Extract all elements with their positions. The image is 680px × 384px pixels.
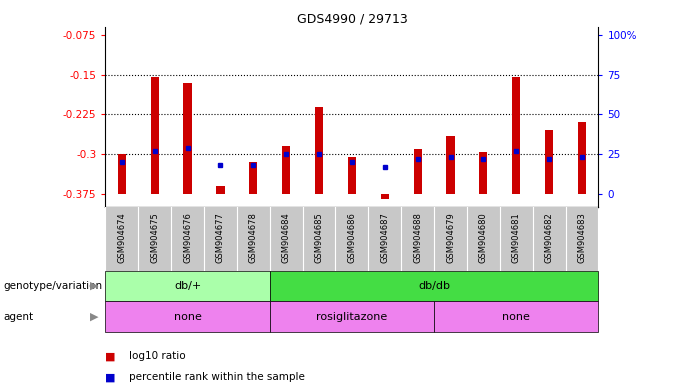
Bar bbox=[512, 77, 520, 194]
Text: none: none bbox=[503, 312, 530, 322]
Bar bbox=[315, 106, 323, 194]
Text: GSM904684: GSM904684 bbox=[282, 212, 290, 263]
Title: GDS4990 / 29713: GDS4990 / 29713 bbox=[296, 13, 407, 26]
Text: genotype/variation: genotype/variation bbox=[3, 281, 103, 291]
Bar bbox=[545, 131, 554, 194]
Text: percentile rank within the sample: percentile rank within the sample bbox=[129, 372, 305, 382]
Bar bbox=[446, 136, 455, 194]
Bar bbox=[381, 194, 389, 199]
Text: log10 ratio: log10 ratio bbox=[129, 351, 186, 361]
Text: agent: agent bbox=[3, 312, 33, 322]
Text: GSM904685: GSM904685 bbox=[315, 212, 324, 263]
Text: db/+: db/+ bbox=[174, 281, 201, 291]
Bar bbox=[434, 301, 598, 332]
Text: GSM904679: GSM904679 bbox=[446, 212, 455, 263]
Bar bbox=[347, 157, 356, 194]
Bar bbox=[479, 152, 488, 194]
Text: none: none bbox=[173, 312, 201, 322]
Bar bbox=[270, 271, 598, 301]
Text: GSM904688: GSM904688 bbox=[413, 212, 422, 263]
Bar bbox=[578, 122, 586, 194]
Text: db/db: db/db bbox=[418, 281, 450, 291]
Bar bbox=[413, 149, 422, 194]
Text: GSM904681: GSM904681 bbox=[512, 212, 521, 263]
Bar bbox=[216, 186, 224, 194]
Text: GSM904678: GSM904678 bbox=[249, 212, 258, 263]
Text: GSM904682: GSM904682 bbox=[545, 212, 554, 263]
Text: rosiglitazone: rosiglitazone bbox=[316, 312, 388, 322]
Text: GSM904674: GSM904674 bbox=[118, 212, 126, 263]
Bar bbox=[105, 301, 270, 332]
Bar bbox=[118, 154, 126, 194]
Bar bbox=[270, 301, 434, 332]
Text: GSM904680: GSM904680 bbox=[479, 212, 488, 263]
Text: ■: ■ bbox=[105, 351, 116, 361]
Bar bbox=[150, 77, 159, 194]
Text: GSM904683: GSM904683 bbox=[577, 212, 586, 263]
Text: GSM904677: GSM904677 bbox=[216, 212, 225, 263]
Text: GSM904687: GSM904687 bbox=[380, 212, 389, 263]
Text: ■: ■ bbox=[105, 372, 116, 382]
Bar bbox=[282, 146, 290, 194]
Text: GSM904675: GSM904675 bbox=[150, 212, 159, 263]
Text: GSM904686: GSM904686 bbox=[347, 212, 356, 263]
Text: GSM904676: GSM904676 bbox=[183, 212, 192, 263]
Text: ▶: ▶ bbox=[90, 312, 99, 322]
Bar bbox=[105, 271, 270, 301]
Bar bbox=[249, 162, 258, 194]
Bar bbox=[184, 83, 192, 194]
Text: ▶: ▶ bbox=[90, 281, 99, 291]
